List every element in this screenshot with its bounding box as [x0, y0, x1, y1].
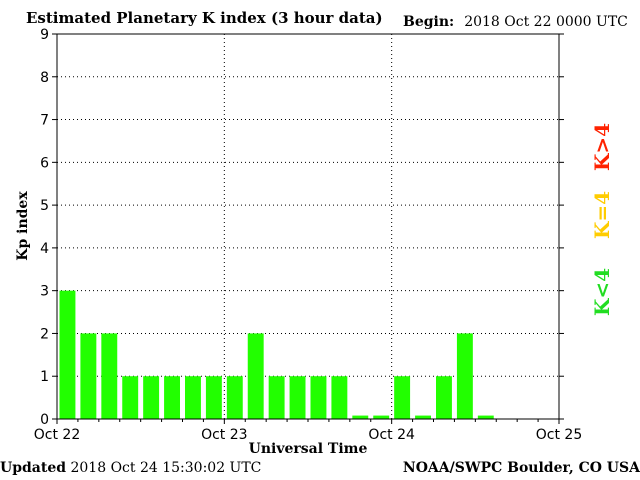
updated-info: Updated 2018 Oct 24 15:30:02 UTC [0, 460, 261, 476]
kp-bar [415, 415, 431, 419]
kp-bar [456, 333, 473, 419]
kp-bar [59, 290, 76, 419]
y-axis-label: Kp index [15, 191, 31, 261]
kp-bar [122, 376, 139, 419]
kp-bar [352, 415, 369, 419]
kp-bar [164, 376, 180, 419]
kp-bar [185, 376, 201, 419]
chart-title: Estimated Planetary K index (3 hour data… [26, 9, 383, 27]
y-tick-label: 9 [40, 27, 49, 43]
grid-lines [57, 34, 559, 419]
begin-value: 2018 Oct 22 0000 UTC [464, 14, 628, 30]
begin-info: Begin: 2018 Oct 22 0000 UTC [403, 14, 628, 30]
legend-label: K<4 [590, 268, 614, 316]
updated-value: 2018 Oct 24 15:30:02 UTC [70, 460, 262, 476]
y-tick-label: 1 [40, 369, 49, 385]
legend-label: K=4 [590, 191, 614, 239]
x-axis-label: Universal Time [249, 441, 368, 457]
kp-bar [373, 415, 390, 419]
kp-bar [331, 376, 348, 419]
y-ticks: 0 1 2 3 4 5 6 7 8 9 [40, 27, 564, 428]
y-tick-label: 5 [40, 198, 49, 214]
x-tick-label: Oct 23 [201, 427, 247, 443]
plot-frame [56, 33, 560, 420]
kp-bar [310, 376, 327, 419]
y-tick-label: 6 [40, 155, 49, 171]
begin-label: Begin: [403, 14, 455, 30]
kp-bar [289, 376, 306, 419]
y-tick-label: 4 [40, 241, 49, 257]
legend: K>4 K=4 K<4 [590, 123, 614, 316]
kp-bar [394, 376, 411, 419]
kp-bar [226, 376, 243, 419]
y-tick-label: 3 [40, 284, 49, 300]
y-tick-label: 7 [40, 113, 49, 129]
kp-bar [80, 333, 97, 419]
x-ticks: Oct 22 Oct 23 Oct 24 Oct 25 [34, 419, 582, 443]
kp-bar [247, 333, 264, 419]
credit-text: NOAA/SWPC Boulder, CO USA [402, 460, 640, 476]
legend-label: K>4 [590, 123, 614, 171]
x-tick-label: Oct 22 [34, 427, 80, 443]
kp-bar [477, 415, 494, 419]
updated-label: Updated [0, 460, 67, 476]
x-tick-label: Oct 24 [368, 427, 415, 443]
y-tick-label: 8 [40, 70, 49, 86]
x-tick-label: Oct 25 [536, 427, 582, 443]
y-tick-label: 0 [40, 412, 49, 428]
y-tick-label: 2 [40, 326, 49, 342]
kp-bar [436, 376, 452, 419]
bars [59, 290, 494, 419]
kp-bar [143, 376, 160, 419]
kp-bar [101, 333, 118, 419]
kp-bar [205, 376, 222, 419]
kp-bar [268, 376, 285, 419]
